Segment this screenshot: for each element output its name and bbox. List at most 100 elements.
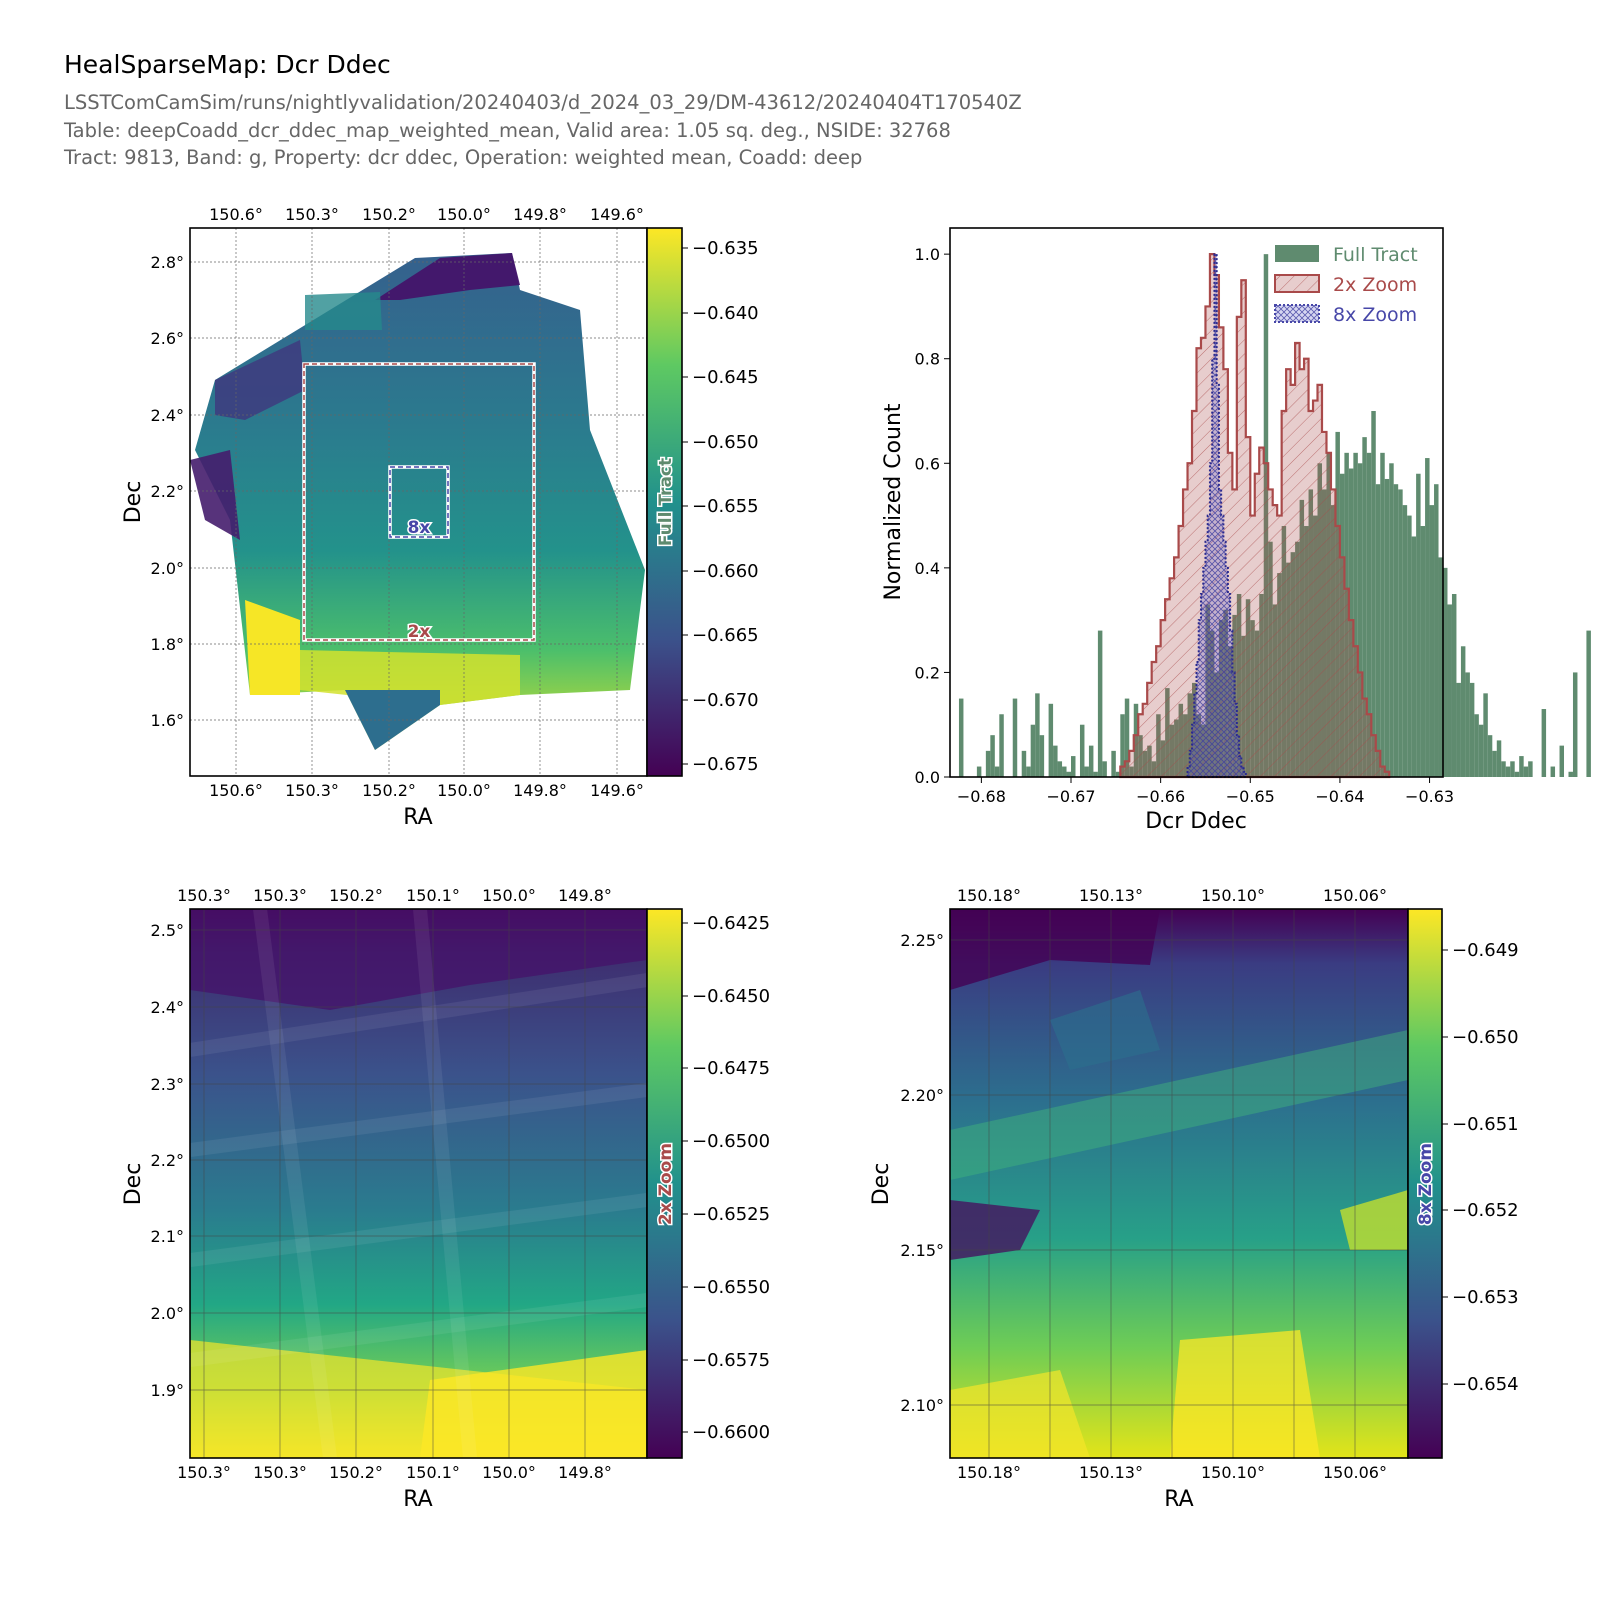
full-tract-bar — [1366, 452, 1372, 777]
full-tract-bar — [1371, 411, 1376, 777]
histogram-x-tick-label: −0.63 — [1405, 787, 1454, 806]
full-tract-bar — [1465, 672, 1470, 777]
y-tick-label: 1.6° — [151, 711, 184, 730]
full-tract-bar — [1541, 709, 1547, 777]
full-tract-x-ticks: 150.6° 150.3° 150.2° 150.0° 149.8° 149.6… — [209, 205, 644, 800]
full-tract-bar — [1519, 756, 1524, 777]
zoom2x-image — [190, 909, 647, 1458]
zoom8x-gridlines — [950, 909, 1408, 1458]
y-axis-label: Dec — [869, 1163, 894, 1206]
colorbar-tick-label: −0.6450 — [692, 986, 770, 1007]
zoom8x-label: 8x — [408, 518, 431, 538]
full-tract-bar — [1111, 750, 1116, 777]
full-tract-bar — [1084, 766, 1089, 777]
x-top-tick-label: 150.0° — [437, 205, 491, 224]
full-tract-bar — [1505, 766, 1511, 777]
x-axis-label: RA — [1164, 1487, 1193, 1512]
zoom8x-image — [950, 909, 1408, 1458]
histogram-y-tick-label: 0.6 — [915, 454, 940, 473]
y-tick-label: 2.6° — [151, 329, 184, 348]
legend-swatch-2x — [1274, 274, 1320, 293]
colorbar-tick-label: −0.6575 — [692, 1350, 770, 1371]
full-tract-bar — [1514, 771, 1520, 777]
x-tick-label: 150.10° — [1201, 1463, 1265, 1482]
x-top-tick-label: 150.3° — [253, 886, 307, 905]
x-top-tick-label: 150.13° — [1079, 886, 1143, 905]
full-tract-bar — [1510, 761, 1515, 777]
full-tract-bar — [1375, 484, 1381, 777]
histogram-x-tick-label: −0.66 — [1136, 787, 1185, 806]
full-tract-bar — [1496, 740, 1502, 777]
full-tract-bar — [1389, 463, 1394, 777]
colorbar-tick-label: −0.670 — [692, 690, 759, 711]
colorbar-tick-label: −0.6500 — [692, 1131, 770, 1152]
histogram-frame — [949, 227, 1444, 778]
colorbar-tick-label: −0.635 — [692, 238, 759, 259]
y-axis-label: Dec — [121, 481, 146, 524]
full-tract-bar — [1443, 567, 1448, 777]
y-tick-label: 2.2° — [151, 482, 184, 501]
x-tick-label: 149.6° — [590, 781, 644, 800]
full-tract-bar — [1434, 484, 1439, 777]
colorbar-label: 2x Zoom — [656, 1143, 676, 1225]
zoom8x-colorbar-ticks: −0.649 −0.650 −0.651 −0.652 −0.653 −0.65… — [1442, 940, 1519, 1395]
histogram-y-tick-label: 0.8 — [915, 350, 940, 369]
colorbar-tick-label: −0.649 — [1452, 940, 1519, 961]
zoom2x-gridlines — [190, 909, 647, 1458]
y-axis-label: Dec — [121, 1163, 146, 1206]
colorbar-tick-label: −0.653 — [1452, 1287, 1519, 1308]
colorbar-tick-label: −0.6475 — [692, 1058, 770, 1079]
full-tract-bar — [1420, 526, 1426, 777]
full-tract-bar — [1035, 693, 1040, 777]
full-tract-bar — [1012, 698, 1018, 777]
full-tract-y-ticks: 2.8° 2.6° 2.4° 2.2° 2.0° 1.8° 1.6° — [151, 253, 184, 730]
x-top-tick-label: 150.0° — [482, 886, 536, 905]
colorbar-tick-label: −0.651 — [1452, 1114, 1519, 1135]
y-tick-label: 2.5° — [151, 921, 184, 940]
x-top-tick-label: 150.18° — [957, 886, 1021, 905]
full-tract-bar — [976, 766, 982, 777]
full-tract-bar — [1572, 672, 1578, 777]
full-tract-bar — [1053, 745, 1058, 777]
x-axis-label: RA — [403, 805, 432, 830]
x-tick-label: 150.3° — [253, 1463, 307, 1482]
zoom2x-label: 2x — [408, 622, 431, 642]
x-tick-label: 150.2° — [362, 781, 416, 800]
colorbar-tick-label: −0.645 — [692, 367, 759, 388]
full-tract-bar — [1501, 761, 1506, 777]
full-tract-bar — [1030, 724, 1036, 777]
full-tract-bar — [1487, 735, 1493, 777]
histogram-legend: Full Tract 2x Zoom 8x Zoom — [1274, 244, 1418, 326]
full-tract-image — [190, 253, 645, 750]
colorbar-tick-label: −0.665 — [692, 625, 759, 646]
legend-label-2x: 2x Zoom — [1333, 274, 1417, 296]
x-top-tick-label: 150.3° — [285, 205, 339, 224]
zoom2x-colorbar — [646, 908, 683, 1459]
zoom8x-histogram — [1186, 253, 1247, 778]
full-tract-bar — [1438, 557, 1443, 777]
full-tract-bar — [1429, 505, 1435, 777]
zoom8x-map: 150.18° 150.13° 150.10° 150.06° 150.18° … — [869, 886, 1519, 1512]
full-tract-bar — [1447, 604, 1452, 777]
full-tract-bar — [1393, 484, 1399, 777]
y-tick-label: 2.1° — [151, 1227, 184, 1246]
legend-label-full-tract: Full Tract — [1333, 244, 1418, 266]
x-tick-label: 149.8° — [558, 1463, 612, 1482]
x-axis-label: RA — [403, 1487, 432, 1512]
full-tract-bar — [1102, 761, 1107, 777]
full-tract-bar — [1460, 646, 1466, 777]
zoom2x-y-ticks: 2.5° 2.4° 2.3° 2.2° 2.1° 2.0° 1.9° — [151, 921, 184, 1400]
histogram-x-tick-label: −0.64 — [1315, 787, 1364, 806]
histogram-x-axis-label: Dcr Ddec — [1145, 809, 1247, 834]
full-tract-bar — [1483, 693, 1488, 777]
y-tick-label: 2.0° — [151, 559, 184, 578]
full-tract-bar — [1353, 452, 1358, 777]
y-tick-label: 2.3° — [151, 1075, 184, 1094]
full-tract-bar — [1026, 766, 1031, 777]
full-tract-bar — [1057, 761, 1063, 777]
full-tract-bar — [985, 750, 991, 777]
colorbar-tick-label: −0.6550 — [692, 1277, 770, 1298]
y-tick-label: 2.15° — [900, 1241, 944, 1260]
figure-header: HealSparseMap: Dcr Ddec LSSTComCamSim/ru… — [64, 50, 1022, 172]
